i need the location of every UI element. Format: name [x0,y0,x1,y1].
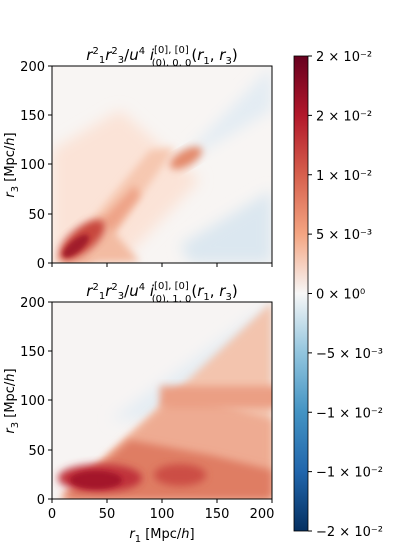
tick-label: 50 [28,444,45,459]
colorbar-tick-label: −5 × 10⁻³ [316,347,383,362]
heatmap-top [52,66,272,263]
tick-label: 0 [48,507,56,522]
tick-label: 200 [250,507,275,522]
heatmap-bottom [52,302,272,499]
tick-label: 150 [205,507,230,522]
tick-label: 200 [20,296,45,311]
tick-label: 0 [37,493,45,508]
panel-bottom-y-axis: 0 50 100 150 200 [20,296,52,508]
colorbar-ticks: 2 × 10⁻² 2 × 10⁻² 1 × 10⁻² 5 × 10⁻³ 0 × 10⁰ −… [308,50,383,540]
colorbar-tick-label: 2 × 10⁻² [316,50,372,65]
panel-top-title: r21r23/u4 i[0], [0] (0), 0, 0(r1, r3) [86,45,237,69]
colorbar-tick-label: −2 × 10⁻² [316,525,383,540]
tick-label: 100 [20,394,45,409]
tick-label: 150 [20,109,45,124]
tick-label: 0 [37,257,45,272]
panel-top-x-ticks [51,263,273,267]
tick-label: 150 [20,345,45,360]
colorbar-gradient [294,56,308,531]
colorbar-tick-label: 2 × 10⁻² [316,109,372,124]
panel-top: r21r23/u4 i[0], [0] (0), 0, 0(r1, r3) [3,45,273,272]
panel-top-y-axis: 0 50 100 150 200 [20,60,52,272]
x-axis-label: r1 [Mpc/h] [129,527,194,545]
tick-label: 200 [20,60,45,75]
colorbar-tick-label: 1 × 10⁻² [316,169,372,184]
panel-bottom-y-label: r3 [Mpc/h] [3,368,21,433]
panel-bottom-title: r21r23/u4 i[0], [0] (0), 1, 0(r1, r3) [86,281,237,305]
colorbar-tick-label: 5 × 10⁻³ [316,228,372,243]
panel-bottom: r21r23/u4 i[0], [0] (0), 1, 0(r1, r3) 0 [3,281,275,545]
panel-bottom-x-axis: 0 50 100 150 200 [48,499,275,522]
tick-label: 100 [150,507,175,522]
tick-label: 50 [28,208,45,223]
colorbar: 2 × 10⁻² 2 × 10⁻² 1 × 10⁻² 5 × 10⁻³ 0 × 10⁰ −… [293,50,383,540]
tick-label: 50 [99,507,116,522]
colorbar-tick-label: −1 × 10⁻² [316,406,383,421]
panel-top-y-label: r3 [Mpc/h] [3,132,21,197]
colorbar-tick-label: −1 × 10⁻² [316,466,383,481]
colorbar-tick-label: 0 × 10⁰ [316,288,365,303]
tick-label: 100 [20,158,45,173]
